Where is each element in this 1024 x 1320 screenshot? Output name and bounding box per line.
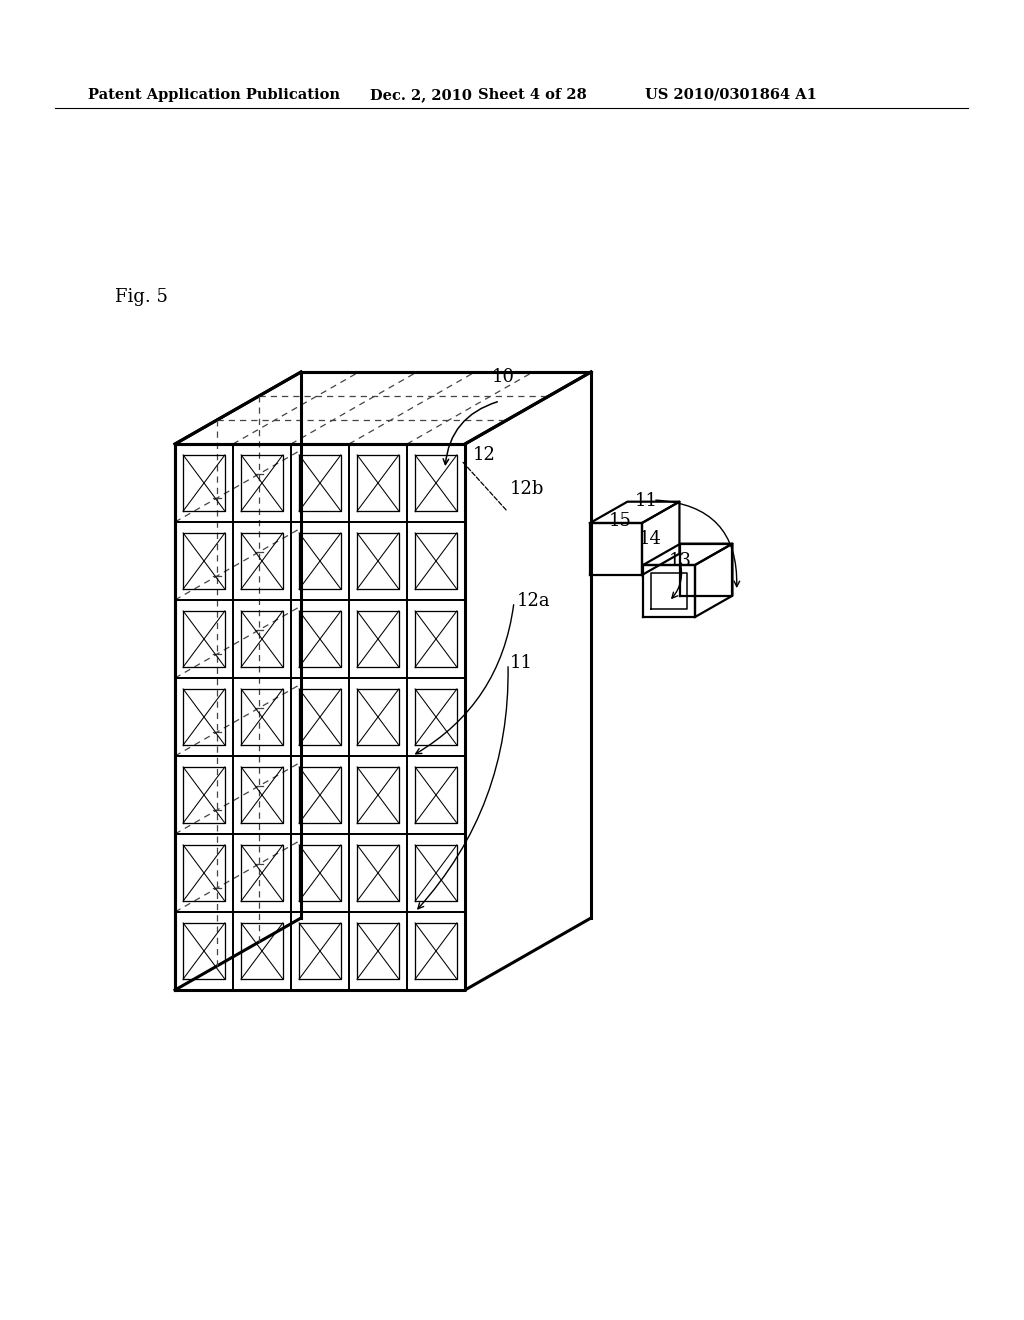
Text: 12: 12: [473, 446, 496, 465]
Text: 12b: 12b: [510, 480, 545, 498]
Text: 11: 11: [510, 653, 534, 672]
Text: 14: 14: [639, 531, 662, 548]
Text: US 2010/0301864 A1: US 2010/0301864 A1: [645, 88, 817, 102]
Text: 11: 11: [635, 492, 658, 510]
Text: Sheet 4 of 28: Sheet 4 of 28: [478, 88, 587, 102]
Text: Fig. 5: Fig. 5: [115, 288, 168, 306]
Text: Patent Application Publication: Patent Application Publication: [88, 88, 340, 102]
Text: 13: 13: [669, 552, 692, 570]
Text: 12a: 12a: [517, 591, 551, 610]
Text: Dec. 2, 2010: Dec. 2, 2010: [370, 88, 472, 102]
Text: 10: 10: [492, 368, 515, 385]
Text: 15: 15: [609, 512, 632, 531]
